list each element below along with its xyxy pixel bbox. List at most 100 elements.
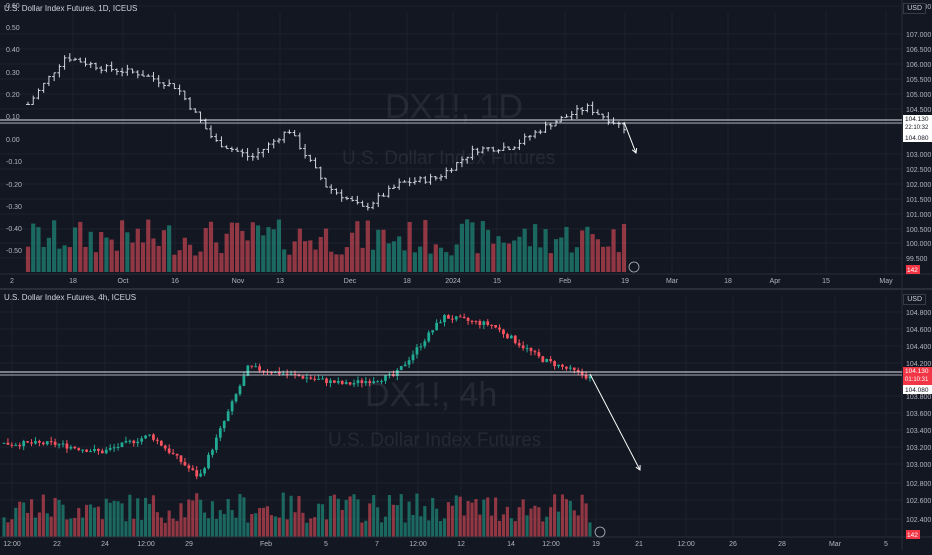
4h-volume-bar: [57, 499, 61, 537]
daily-corner-badge-bg: [906, 265, 920, 274]
4h-candle-body: [277, 371, 281, 375]
daily-volume-bar: [355, 221, 360, 272]
daily-volume-bar: [172, 254, 177, 272]
daily-volume-bar: [370, 249, 376, 272]
4h-volume-bar: [541, 521, 545, 537]
daily-volume-bar: [391, 241, 397, 272]
4h-volume-bar: [446, 502, 450, 537]
4h-volume-bar: [435, 508, 439, 537]
daily-volume-bar: [235, 222, 240, 272]
4h-candle-body: [187, 465, 191, 469]
daily-volume-bar: [292, 241, 297, 272]
4h-candle-body: [112, 447, 116, 449]
daily-volume-bar: [208, 221, 214, 272]
daily-time-tick: Apr: [770, 278, 782, 285]
daily-volume-bar: [407, 221, 412, 272]
daily-chart-canvas[interactable]: 107.500107.000106.500106.000105.500105.0…: [0, 0, 932, 288]
daily-chart-pane[interactable]: 107.500107.000106.500106.000105.500105.0…: [0, 0, 932, 288]
daily-time-tick: 16: [171, 278, 179, 285]
4h-volume-bar: [96, 506, 100, 537]
4h-volume-bar: [297, 496, 301, 537]
4h-volume-bar: [116, 501, 120, 537]
daily-volume-bar: [214, 242, 219, 272]
pane-divider[interactable]: [0, 288, 932, 290]
daily-volume-bar: [428, 253, 433, 272]
4h-candle-body: [116, 446, 120, 448]
4h-candle-body: [431, 330, 435, 333]
4h-candle-body: [69, 446, 73, 449]
4h-candle-body: [537, 352, 541, 357]
daily-volume-bar: [46, 237, 52, 272]
4h-candle-body: [214, 437, 218, 450]
4h-volume-bar: [486, 497, 490, 537]
4h-volume-bar: [387, 495, 391, 537]
4h-candle-body: [163, 445, 167, 449]
daily-volume-bar: [156, 245, 161, 272]
daily-volume-bar: [229, 222, 234, 272]
4h-volume-bar: [407, 501, 411, 537]
daily-volume-bar: [512, 240, 517, 272]
4h-candle-body: [443, 315, 446, 323]
currency-button-bottom[interactable]: USD: [903, 294, 926, 305]
currency-button-top[interactable]: USD: [903, 3, 926, 14]
4h-candle-body: [148, 434, 151, 436]
daily-volume-bar: [198, 251, 203, 272]
4h-volume-bar: [360, 522, 364, 537]
4h-volume-bar: [556, 511, 561, 537]
4h-time-tick: Feb: [260, 541, 272, 548]
4h-volume-bar: [403, 522, 407, 537]
4h-volume-bar: [372, 495, 376, 537]
4h-candle-body: [61, 443, 65, 445]
4h-volume-bar: [2, 517, 6, 537]
4h-candle-body: [450, 318, 454, 320]
daily-volume-bar: [595, 239, 600, 272]
4h-volume-bar: [482, 499, 486, 537]
4h-candle-body: [93, 448, 96, 452]
4h-price-tick: 103.800: [906, 394, 931, 401]
daily-volume-bar: [308, 240, 313, 272]
4h-candle-body: [321, 378, 324, 380]
4h-candle-body: [250, 365, 254, 367]
daily-volume-bar: [580, 230, 585, 272]
daily-volume-bar: [538, 247, 543, 272]
4h-chart-canvas[interactable]: 104.800 104.600 104.400 104.200 103.800 103.6…: [0, 290, 932, 550]
daily-volume-bar: [177, 250, 182, 272]
daily-price-tick: 103.000: [906, 152, 931, 159]
4h-volume-bar: [10, 519, 14, 537]
daily-volume-bar: [266, 227, 271, 272]
daily-volume-bar: [52, 220, 57, 272]
4h-volume-bar: [163, 522, 167, 537]
4h-volume-bar: [419, 516, 423, 537]
4h-volume-bar: [120, 503, 124, 537]
4h-price-label-2-bg: [903, 385, 932, 394]
4h-candle-body: [65, 443, 69, 449]
4h-volume-bar: [309, 518, 313, 537]
4h-volume-bar: [545, 516, 549, 537]
daily-volume-bar: [31, 223, 36, 272]
4h-volume-bar: [521, 499, 525, 537]
4h-candle-body: [89, 451, 92, 453]
4h-volume-bar: [136, 498, 140, 537]
4h-chart-pane[interactable]: 104.800 104.600 104.400 104.200 103.800 103.6…: [0, 290, 932, 550]
daily-volume-bar: [182, 237, 187, 272]
4h-candle-body: [77, 448, 81, 451]
4h-volume-bar: [533, 505, 537, 537]
4h-candle-body: [238, 385, 242, 395]
daily-volume-bar: [548, 253, 553, 272]
4h-volume-bar: [230, 509, 234, 537]
daily-volume-bar: [412, 252, 417, 272]
4h-candle-body: [167, 448, 171, 453]
4h-price-tick: 104.800: [906, 310, 931, 317]
daily-volume-bar: [574, 247, 580, 272]
4h-candle-body: [525, 348, 529, 350]
4h-volume-bar: [112, 500, 116, 537]
daily-left-tick: 0.30: [6, 70, 20, 77]
4h-candle-body: [305, 377, 309, 379]
daily-price-tick: 106.500: [906, 47, 931, 54]
4h-price-tick: 103.600: [906, 411, 931, 418]
4h-volume-bar: [442, 518, 447, 537]
4h-candle-body: [478, 321, 482, 325]
4h-candle-body: [132, 440, 136, 444]
4h-candle-body: [10, 444, 14, 446]
daily-volume-bar: [250, 222, 255, 272]
